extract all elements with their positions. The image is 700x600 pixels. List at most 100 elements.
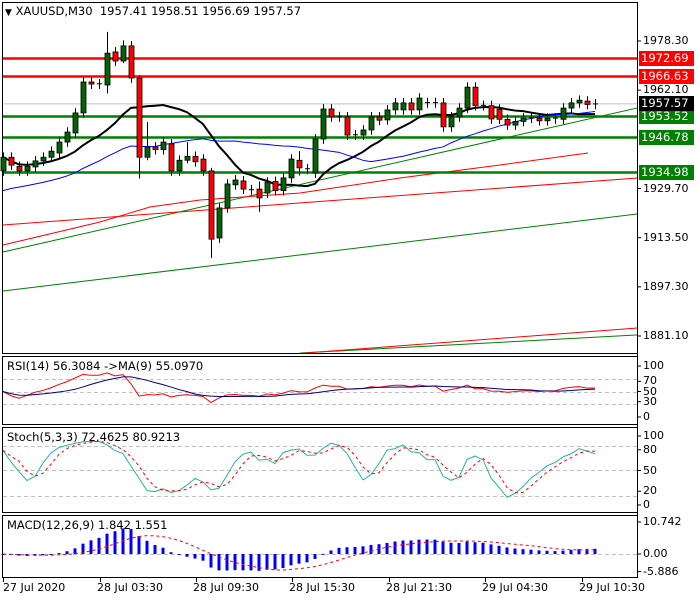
macd-bar: [297, 554, 301, 564]
moving-average-slow: [2, 110, 596, 192]
macd-bar: [137, 535, 141, 554]
candle: [472, 82, 479, 111]
candle-body-bull: [184, 155, 191, 161]
macd-bar: [65, 551, 69, 554]
candle: [32, 156, 39, 172]
rsi-tick-label: 0: [643, 410, 650, 423]
candle: [296, 151, 303, 176]
candle-body-bull: [24, 165, 31, 172]
candle-body-bear: [536, 117, 543, 122]
candle: [376, 112, 383, 126]
macd-bar: [409, 540, 413, 554]
time-tick-label: 29 Jul 10:30: [579, 581, 645, 594]
candle: [0, 152, 7, 176]
candle: [80, 77, 87, 118]
candle: [544, 113, 551, 126]
candle: [160, 137, 167, 155]
candle-body-bull: [312, 138, 319, 174]
candle: [553, 113, 558, 125]
candle-body-bull: [384, 109, 391, 121]
price-tick-label: 1897.30: [643, 279, 689, 293]
candle-body-bear: [344, 116, 351, 136]
candle-body-bear: [488, 105, 495, 120]
candle: [249, 184, 254, 195]
low-value: 1956.69: [202, 4, 250, 18]
horizontal-levels: [3, 57, 637, 174]
macd-bar: [185, 554, 189, 557]
candle-body-bear: [496, 108, 503, 120]
macd-bar: [521, 549, 525, 554]
macd-bar: [353, 546, 357, 554]
collapse-triangle-icon[interactable]: ▼: [5, 8, 12, 18]
candle: [400, 98, 407, 115]
candle: [529, 112, 534, 123]
macd-bar: [281, 554, 285, 569]
candle-body-bull: [464, 86, 471, 109]
macd-bar: [481, 542, 485, 554]
macd-bar: [497, 545, 501, 554]
candle-body-bull: [120, 45, 127, 62]
candle: [584, 96, 591, 110]
macd-bar: [209, 554, 213, 568]
candle: [425, 97, 430, 108]
macd-bar: [465, 541, 469, 554]
price-tick-label: 1978.30: [643, 34, 689, 47]
candlesticks: [0, 31, 598, 259]
candle: [48, 146, 55, 163]
candle: [168, 139, 175, 176]
stoch-tick-label: 80: [643, 442, 657, 456]
candle: [64, 127, 71, 147]
candle-body-bull: [104, 52, 111, 86]
rsi-line: [2, 372, 596, 404]
macd-tick-label: -5.886: [643, 564, 679, 578]
candle: [488, 100, 495, 124]
candle-body-bull: [80, 81, 87, 114]
price-tick-label: 1962.10: [643, 83, 689, 97]
candle: [481, 100, 486, 111]
time-tick-label: 28 Jul 03:30: [97, 581, 163, 594]
macd-bar: [201, 554, 205, 561]
candle-body-bear: [208, 170, 215, 240]
trendline-red-lower: [304, 327, 638, 354]
candle-body-bear: [8, 156, 15, 166]
candle: [256, 181, 263, 212]
price-tick-label: 1881.10: [643, 329, 689, 342]
candle: [305, 163, 310, 175]
symbol-header[interactable]: ▼ XAUUSD,M30 1957.41 1958.51 1956.69 195…: [5, 4, 301, 18]
macd-bar: [505, 547, 509, 554]
moving-averages: [2, 104, 596, 192]
candle-body-bear: [408, 102, 415, 111]
candle: [433, 97, 438, 108]
time-tick-label: 27 Jul 2020: [3, 581, 66, 594]
candle: [192, 151, 199, 167]
candle: [232, 175, 239, 190]
candle-body-bull: [392, 102, 399, 111]
trendline-green-lower: [299, 334, 638, 354]
macd-bar: [177, 554, 181, 555]
macd-bar: [257, 554, 261, 571]
candle: [408, 98, 415, 115]
macd-bar: [321, 553, 325, 555]
candle-body-bull: [56, 141, 63, 154]
macd-bar: [41, 554, 45, 556]
candle-body-bear: [168, 143, 175, 172]
candle-body-bull: [264, 181, 271, 194]
macd-bar: [489, 544, 493, 554]
candle-body-bear: [440, 102, 447, 128]
macd-bar: [361, 546, 365, 554]
candle-body-bear: [240, 180, 247, 190]
candle-body-bull: [280, 177, 287, 192]
macd-bar: [337, 547, 341, 554]
macd-bar: [225, 554, 229, 571]
candle-body-bull: [576, 99, 583, 104]
macd-bar: [153, 544, 157, 554]
candle: [112, 47, 119, 66]
macd-bar: [57, 553, 61, 555]
stoch-tick-label: 0: [643, 498, 650, 511]
candle: [200, 154, 207, 176]
macd-bar: [553, 551, 557, 554]
macd-bar: [265, 554, 269, 570]
macd-bar: [449, 542, 453, 554]
macd-bar: [193, 554, 197, 559]
